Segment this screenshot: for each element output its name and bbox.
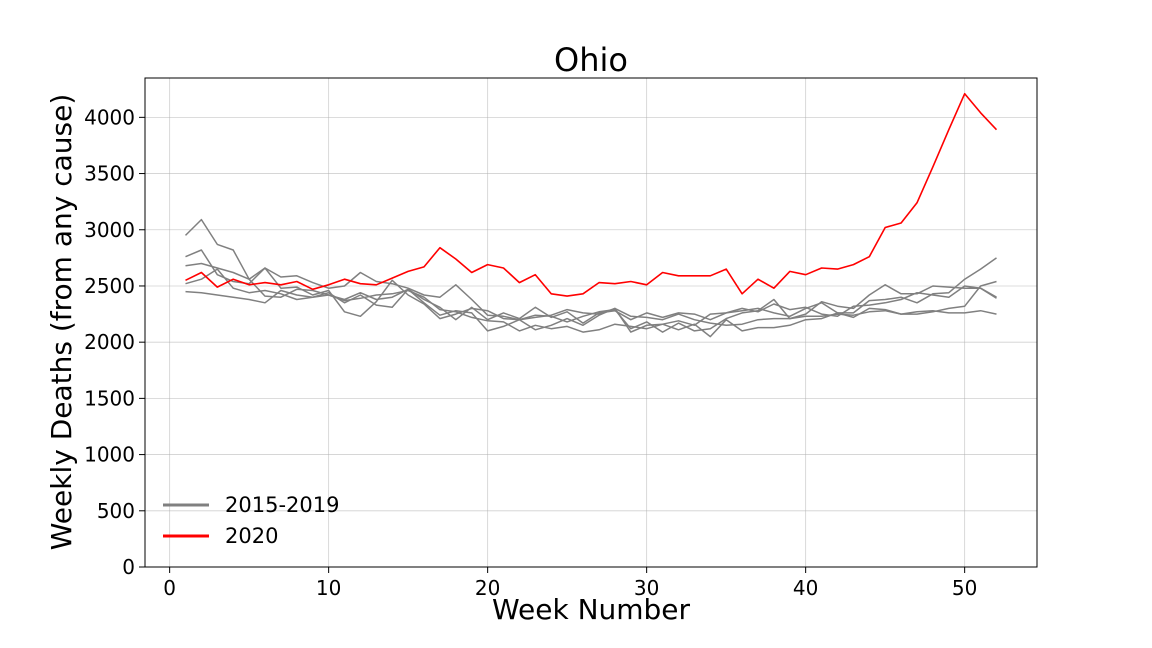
plot-frame: [144, 77, 1038, 568]
x-tick-label: 30: [634, 576, 659, 600]
x-tick-label: 10: [316, 576, 341, 600]
series-lines: [184, 92, 998, 338]
y-tick-label: 1500: [84, 386, 135, 410]
y-tick-label: 2000: [84, 330, 135, 354]
series-line-baseline-4: [185, 257, 997, 333]
y-tick-label: 4000: [84, 105, 135, 129]
y-tick-label: 2500: [84, 274, 135, 298]
legend-label-2015-2019: 2015-2019: [225, 493, 339, 517]
y-tick-label: 3500: [84, 162, 135, 186]
x-tick-label: 20: [475, 576, 500, 600]
axis-ticks: 0 10 20 30 40 5005001000150020002500300035004…: [84, 105, 977, 600]
x-tick-label: 0: [163, 576, 176, 600]
y-tick-label: 0: [122, 555, 135, 579]
y-tick-label: 500: [97, 499, 135, 523]
x-tick-label: 40: [793, 576, 818, 600]
y-tick-label: 3000: [84, 218, 135, 242]
y-axis-label: Weekly Deaths (from any cause): [45, 94, 78, 551]
y-tick-label: 1000: [84, 443, 135, 467]
x-tick-label: 50: [952, 576, 977, 600]
legend: 2015-2019 2020: [163, 493, 339, 548]
legend-label-2020: 2020: [225, 524, 278, 548]
x-axis-label: Week Number: [492, 593, 691, 626]
series-line-2020: [185, 92, 998, 297]
chart-title: Ohio: [554, 41, 628, 79]
series-line-baseline-3: [185, 262, 997, 324]
grid: [145, 78, 1037, 568]
series-line-baseline-5: [185, 289, 997, 338]
